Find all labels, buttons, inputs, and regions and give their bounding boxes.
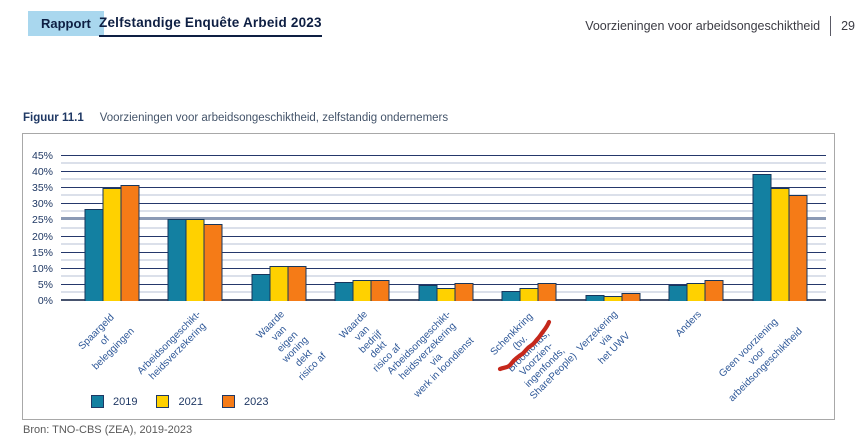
- bar-2019: [752, 173, 772, 301]
- bar-group-8: Anders: [668, 156, 724, 339]
- bar-2021: [269, 265, 289, 301]
- figure-caption: Figuur 11.1 Voorzieningen voor arbeidsong…: [23, 112, 448, 124]
- bar-2019: [334, 281, 354, 301]
- chart-box: 45% 40% 35% 30% 25% 20% 15% 10% 5% 0% Spaargeld o…: [22, 133, 835, 420]
- legend-item-2021: 2021: [156, 395, 203, 408]
- red-squiggle-annotation: [497, 319, 552, 372]
- bar-2021: [603, 296, 623, 301]
- y-tick-label-0: 0%: [37, 295, 53, 307]
- bar-2023: [203, 223, 223, 301]
- gridline-5: [61, 283, 826, 285]
- bar-group-7: Verzekering via het UWV: [575, 156, 641, 366]
- y-tick-label-35: 35%: [31, 182, 53, 195]
- gridline-30: [61, 203, 826, 205]
- gridline-27.5: [61, 210, 826, 213]
- chart-legend: 2019 2021 2023: [91, 395, 268, 408]
- y-tick-label-15: 15%: [31, 246, 53, 259]
- bar-2021: [770, 188, 790, 301]
- y-tick-label-25: 25%: [31, 214, 53, 227]
- bar-2021: [102, 188, 122, 301]
- plot-area: Spaargeld of beleggingen Arbeidsongeschik…: [61, 155, 826, 404]
- gridline-25: [61, 217, 826, 221]
- source-line: Bron: TNO-CBS (ZEA), 2019-2023: [23, 424, 193, 436]
- gridline-35: [61, 187, 826, 189]
- y-tick-label-5: 5%: [37, 278, 53, 291]
- report-badge: Rapport: [28, 11, 104, 36]
- figure-caption-text: Voorzieningen voor arbeidsongeschiktheid…: [99, 112, 449, 124]
- legend-label: 2021: [178, 395, 203, 408]
- y-tick-label-30: 30%: [31, 198, 53, 211]
- legend-label: 2019: [113, 395, 138, 408]
- bar-2023: [788, 194, 808, 301]
- x-axis-label-5: Arbeidsongeschikt- heidsverzekering via …: [385, 309, 477, 401]
- bar-group-5: Arbeidsongeschikt- heidsverzekering via …: [386, 156, 477, 400]
- bar-2021: [436, 288, 456, 301]
- bar-2021: [686, 283, 706, 301]
- bar-2023: [454, 283, 474, 301]
- gridline-20: [61, 235, 826, 237]
- bar-2023: [704, 280, 724, 301]
- legend-item-2023: 2023: [221, 395, 269, 408]
- bar-2019: [501, 291, 521, 301]
- bar-group-4: Waarde van bedrijf dekt risico af: [334, 156, 403, 375]
- bar-2019: [585, 294, 605, 301]
- legend-swatch-icon: [91, 395, 104, 408]
- gridline-42.5: [61, 162, 826, 165]
- y-tick-label-45: 45%: [31, 150, 53, 162]
- section-title: Voorzieningen voor arbeidsongeschiktheid: [585, 19, 821, 33]
- bar-2023: [537, 283, 557, 301]
- bar-2023: [287, 265, 307, 301]
- gridline-10: [61, 267, 826, 269]
- y-tick-label-20: 20%: [31, 230, 53, 243]
- bar-2021: [352, 280, 372, 301]
- bar-2019: [251, 273, 271, 301]
- bar-2019: [668, 284, 688, 301]
- x-axis-label-9: Geen voorziening voor arbeidsongeschikth…: [716, 316, 805, 404]
- bar-2023: [621, 292, 641, 301]
- bar-group-6: Schenkkring (bv. Broodfonds, Voorzien- i…: [488, 156, 579, 402]
- bar-group-3: Waarde van eigen woning dekt risico af: [251, 156, 328, 383]
- bar-2023: [120, 185, 140, 301]
- page-number: 29: [841, 19, 855, 33]
- gridline-37.5: [61, 178, 826, 181]
- bar-2019: [418, 284, 438, 301]
- x-axis-label-3: Waarde van eigen woning dekt risico af: [254, 309, 329, 383]
- bar-group-2: Arbeidsongeschikt- heidsverzekering: [135, 156, 223, 382]
- legend-item-2019: 2019: [91, 395, 137, 408]
- x-axis-label-1: Spaargeld of beleggingen: [76, 312, 137, 372]
- gridline-40: [61, 171, 826, 173]
- bar-group-9: Geen voorziening voor arbeidsongeschikth…: [717, 156, 808, 404]
- y-tick-label-40: 40%: [31, 166, 53, 179]
- gridline-22.5: [61, 226, 826, 229]
- figure-label: Figuur 11.1: [23, 112, 84, 124]
- header-right: Voorzieningen voor arbeidsongeschiktheid…: [585, 16, 855, 36]
- y-tick-label-10: 10%: [31, 262, 53, 275]
- header-divider: [830, 16, 832, 36]
- gridline-17.5: [61, 242, 826, 245]
- gridline-12.5: [61, 258, 826, 261]
- bar-2021: [185, 218, 205, 301]
- bar-group-1: Spaargeld of beleggingen: [77, 156, 140, 372]
- bar-2019: [84, 209, 104, 301]
- x-axis-label-2: Arbeidsongeschikt- heidsverzekering: [135, 309, 209, 382]
- gridline-32.5: [61, 194, 826, 197]
- x-axis-label-8: Anders: [673, 309, 705, 340]
- legend-label: 2023: [243, 395, 269, 408]
- gridline-7.5: [61, 274, 826, 277]
- bar-2023: [370, 280, 390, 301]
- gridline-45: [61, 155, 826, 156]
- bar-2021: [519, 288, 539, 301]
- legend-swatch-icon: [156, 395, 170, 408]
- report-title: Zelfstandige Enquête Arbeid 2023: [99, 15, 322, 37]
- gridline-15: [61, 251, 826, 253]
- bar-2019: [167, 218, 187, 301]
- x-axis-label-7: Verzekering via het UWV: [575, 309, 633, 367]
- legend-swatch-icon: [221, 395, 235, 408]
- y-axis-labels: 45% 40% 35% 30% 25% 20% 15% 10% 5% 0%: [23, 150, 57, 307]
